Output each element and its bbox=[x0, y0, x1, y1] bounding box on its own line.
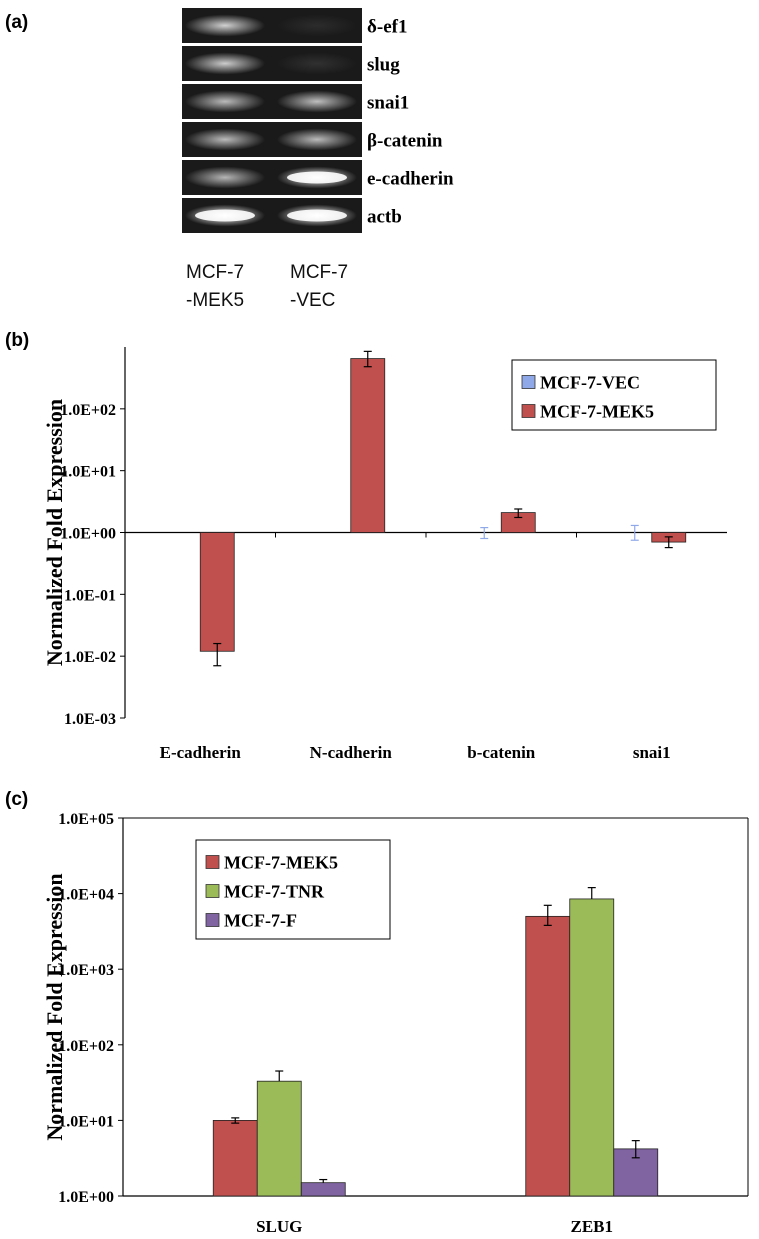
bar bbox=[212, 1120, 258, 1197]
bar bbox=[525, 915, 571, 1197]
y-tick-label: 1.0E+02 bbox=[60, 402, 116, 419]
y-tick-label: 1.0E+05 bbox=[58, 811, 114, 828]
x-tick-label: E-cadherin bbox=[160, 743, 242, 762]
gel-gene-label: e-cadherin bbox=[367, 169, 454, 190]
y-axis-label: Normalized Fold Expression bbox=[42, 873, 67, 1140]
gel-band bbox=[277, 90, 357, 113]
gel-band bbox=[185, 128, 265, 151]
bar bbox=[300, 1182, 346, 1197]
bar bbox=[569, 898, 615, 1197]
panel-a-label: (a) bbox=[5, 12, 28, 33]
legend-entry: MCF-7-VEC bbox=[540, 373, 640, 393]
gel-band-core bbox=[195, 209, 255, 222]
y-tick-label: 1.0E+00 bbox=[60, 526, 116, 543]
gel-band bbox=[185, 52, 265, 75]
y-tick-label: 1.0E+02 bbox=[58, 1038, 114, 1055]
legend-entry: MCF-7-MEK5 bbox=[540, 402, 654, 422]
legend-swatch bbox=[205, 884, 220, 898]
y-tick-label: 1.0E+03 bbox=[58, 962, 114, 979]
gel-band-core bbox=[287, 209, 347, 222]
gel-band-core bbox=[287, 171, 347, 184]
panel-c-label: (c) bbox=[5, 789, 28, 810]
gel-panel: δ-ef1 slug snai1 β-catenin e-cadherin actb bbox=[182, 8, 454, 233]
y-tick-label: 1.0E+01 bbox=[60, 464, 116, 481]
gel-band bbox=[277, 14, 357, 37]
legend-entry: MCF-7-F bbox=[224, 911, 297, 931]
x-tick-label: ZEB1 bbox=[570, 1217, 613, 1236]
y-tick-label: 1.0E+04 bbox=[58, 887, 114, 904]
legend-entry: MCF-7-TNR bbox=[224, 882, 325, 902]
bar bbox=[350, 358, 386, 533]
gel-band bbox=[277, 52, 357, 75]
x-tick-label: snai1 bbox=[633, 743, 671, 762]
gel-gene-label: slug bbox=[367, 55, 400, 76]
gel-gene-label: δ-ef1 bbox=[367, 17, 407, 38]
lane-1-label-line1: MCF-7 bbox=[186, 262, 244, 283]
x-tick-label: N-cadherin bbox=[310, 743, 393, 762]
lane-1-label-line2: -MEK5 bbox=[186, 290, 244, 311]
chart-c: 1.0E+00 1.0E+01 1.0E+02 1.0E+03 1.0E+04 1.0E+… bbox=[42, 811, 749, 1236]
gel-gene-label: β-catenin bbox=[367, 131, 443, 152]
y-axis-label: Normalized Fold Expression bbox=[42, 399, 67, 666]
lane-2-label-line1: MCF-7 bbox=[290, 262, 348, 283]
legend-swatch bbox=[521, 375, 536, 389]
legend-swatch bbox=[205, 913, 220, 927]
legend bbox=[195, 839, 391, 940]
panel-b-label: (b) bbox=[5, 330, 29, 351]
gel-band bbox=[185, 14, 265, 37]
x-tick-label: b-catenin bbox=[467, 743, 536, 762]
x-tick-label: SLUG bbox=[256, 1217, 302, 1236]
gel-gene-label: snai1 bbox=[367, 93, 409, 114]
legend bbox=[511, 359, 717, 431]
lane-2-label-line2: -VEC bbox=[290, 290, 335, 311]
legend-entry: MCF-7-MEK5 bbox=[224, 853, 338, 873]
legend-swatch bbox=[205, 855, 220, 869]
legend-swatch bbox=[521, 404, 536, 418]
bar bbox=[256, 1080, 302, 1197]
bar bbox=[199, 532, 235, 652]
y-tick-label: 1.0E-01 bbox=[64, 587, 116, 604]
gel-band bbox=[277, 128, 357, 151]
y-tick-label: 1.0E+01 bbox=[58, 1113, 114, 1130]
gel-band bbox=[185, 90, 265, 113]
y-tick-label: 1.0E-03 bbox=[64, 711, 116, 728]
y-tick-label: 1.0E+00 bbox=[58, 1189, 114, 1206]
gel-band bbox=[185, 166, 265, 189]
gel-gene-label: actb bbox=[367, 207, 402, 228]
chart-b: 1.0E-03 1.0E-02 1.0E-01 1.0E+00 1.0E+01 1.0E+… bbox=[42, 347, 727, 762]
y-tick-label: 1.0E-02 bbox=[64, 649, 116, 666]
